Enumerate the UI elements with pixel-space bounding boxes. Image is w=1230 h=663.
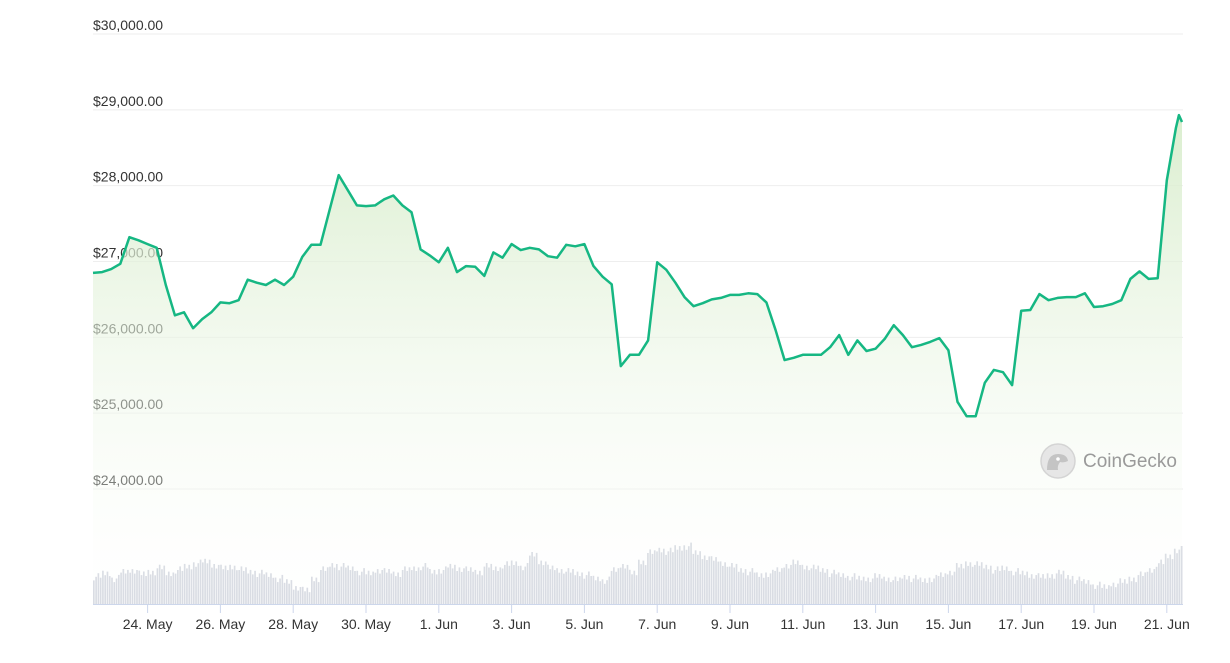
x-tick-label: 3. Jun [493, 616, 531, 632]
x-tick-label: 26. May [195, 616, 245, 632]
x-tick-label: 21. Jun [1144, 616, 1190, 632]
x-tick-label: 28. May [268, 616, 318, 632]
price-line [92, 113, 1184, 418]
y-tick-label: $29,000.00 [93, 93, 163, 109]
x-tick-label: 19. Jun [1071, 616, 1117, 632]
y-tick-label: $30,000.00 [93, 17, 163, 33]
y-tick-label: $28,000.00 [93, 169, 163, 185]
gecko-logo-icon [1040, 443, 1076, 479]
x-tick-label: 7. Jun [638, 616, 676, 632]
x-tick-label: 17. Jun [998, 616, 1044, 632]
x-axis: 24. May 26. May 28. May 30. May 1. Jun 3. Jun… [93, 604, 1190, 632]
x-tick-label: 5. Jun [565, 616, 603, 632]
x-tick-label: 13. Jun [853, 616, 899, 632]
watermark-text: CoinGecko [1083, 451, 1177, 472]
x-tick-label: 24. May [123, 616, 173, 632]
x-tick-label: 30. May [341, 616, 391, 632]
x-tick-label: 11. Jun [780, 616, 825, 632]
x-tick-label: 15. Jun [925, 616, 971, 632]
watermark: CoinGecko [1040, 443, 1177, 479]
x-tick-label: 1. Jun [420, 616, 458, 632]
x-tick-label: 9. Jun [711, 616, 749, 632]
price-area-fill [93, 115, 1182, 604]
